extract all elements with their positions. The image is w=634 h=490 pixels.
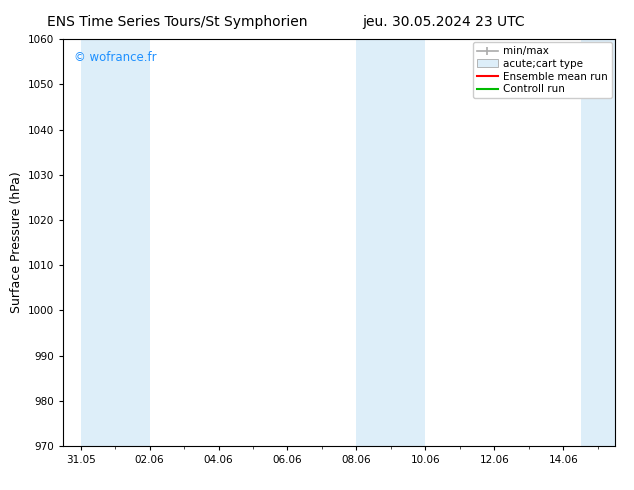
Text: © wofrance.fr: © wofrance.fr (74, 51, 157, 64)
Title: ENS Time Series Tours/St Symphorien      jeu. 30.05.2024 23 UTC: ENS Time Series Tours/St Symphorien jeu.… (0, 489, 1, 490)
Bar (356, 39, 425, 446)
Bar (581, 39, 615, 446)
Y-axis label: Surface Pressure (hPa): Surface Pressure (hPa) (10, 172, 23, 314)
Text: jeu. 30.05.2024 23 UTC: jeu. 30.05.2024 23 UTC (363, 15, 525, 29)
Text: ENS Time Series Tours/St Symphorien: ENS Time Series Tours/St Symphorien (48, 15, 307, 29)
Bar (81, 39, 150, 446)
Legend: min/max, acute;cart type, Ensemble mean run, Controll run: min/max, acute;cart type, Ensemble mean … (473, 42, 612, 98)
